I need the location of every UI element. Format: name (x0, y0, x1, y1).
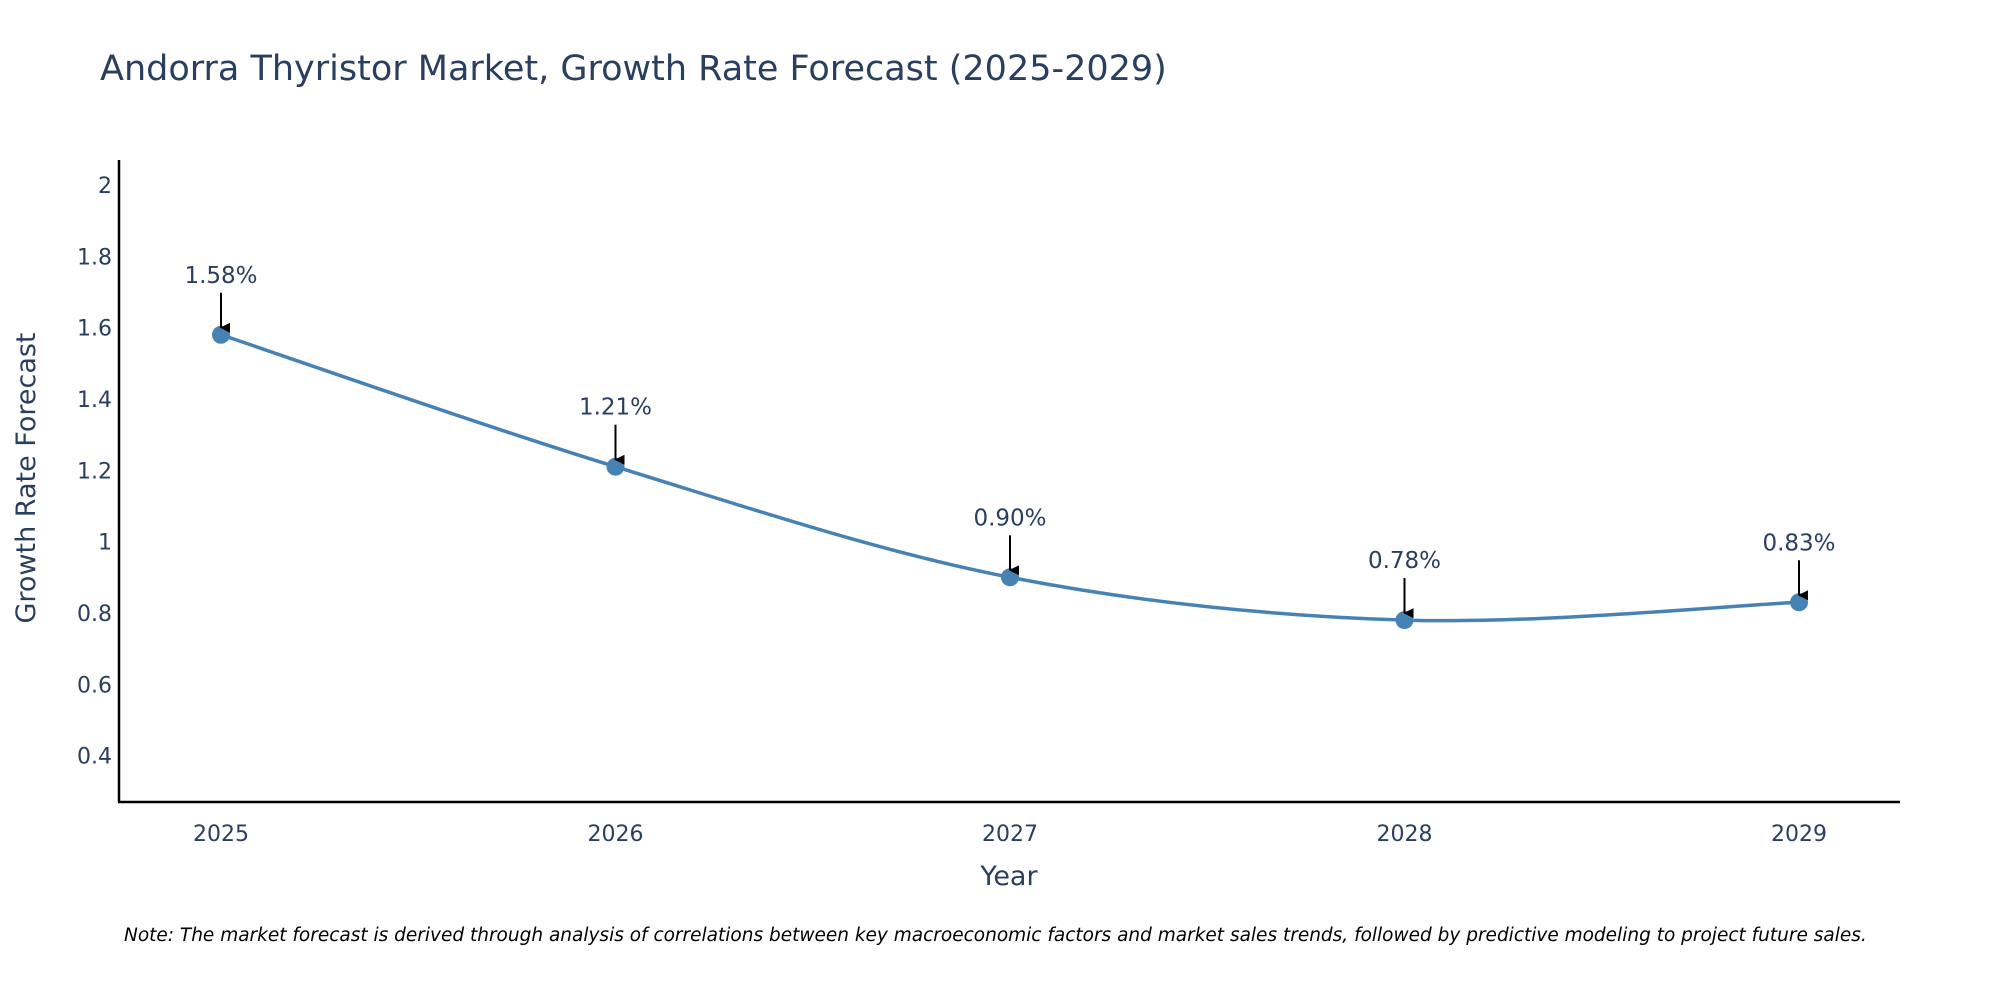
data-annotations: 1.58% 1.21% 0.90% 0.78% 0.83% (184, 263, 1835, 613)
y-tick-label: 1.6 (77, 317, 112, 342)
y-axis-ticks: 0.4 0.6 0.8 1 1.2 1.4 1.6 1.8 2 (77, 174, 112, 770)
y-axis-title: Growth Rate Forecast (11, 332, 42, 623)
x-tick-label: 2029 (1771, 822, 1827, 847)
x-tick-label: 2025 (193, 822, 249, 847)
data-point (1790, 593, 1808, 611)
x-tick-label: 2027 (982, 822, 1038, 847)
y-tick-label: 0.4 (77, 745, 112, 770)
chart-title: Andorra Thyristor Market, Growth Rate Fo… (100, 49, 1167, 89)
x-axis-title: Year (979, 861, 1038, 892)
data-markers (212, 326, 1808, 629)
y-tick-label: 0.6 (77, 673, 112, 698)
data-point (607, 458, 625, 476)
data-label: 0.78% (1368, 548, 1441, 574)
x-tick-label: 2026 (588, 822, 644, 847)
footnote: Note: The market forecast is derived thr… (124, 925, 1867, 946)
y-tick-label: 1 (98, 531, 112, 556)
y-tick-label: 1.4 (77, 388, 112, 413)
data-label: 0.90% (973, 505, 1046, 531)
data-point (212, 326, 230, 344)
data-label: 1.21% (579, 395, 652, 421)
y-tick-label: 0.8 (77, 602, 112, 627)
growth-rate-chart: Andorra Thyristor Market, Growth Rate Fo… (0, 0, 2000, 1000)
y-tick-label: 2 (98, 174, 112, 199)
data-point (1001, 568, 1019, 586)
data-label: 0.83% (1762, 530, 1835, 556)
data-label: 1.58% (184, 263, 257, 289)
y-tick-label: 1.8 (77, 245, 112, 270)
x-tick-label: 2028 (1377, 822, 1433, 847)
y-tick-label: 1.2 (77, 459, 112, 484)
x-axis-ticks: 2025 2026 2027 2028 2029 (193, 822, 1827, 847)
data-point (1396, 611, 1414, 629)
